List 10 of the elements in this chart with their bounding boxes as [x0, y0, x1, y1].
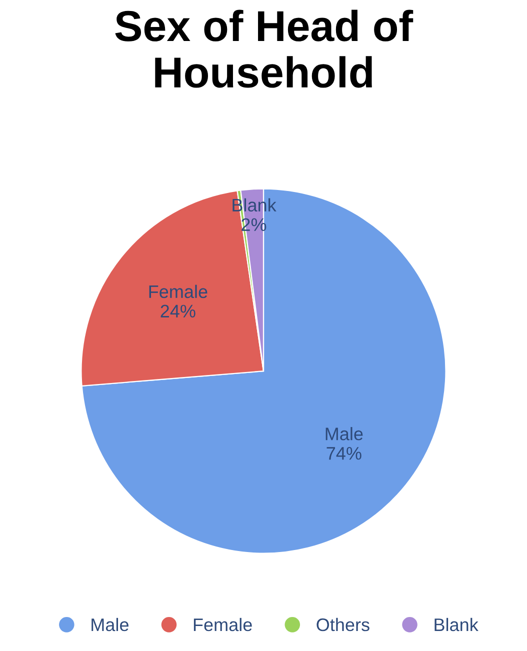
- data-label: 24%: [160, 304, 196, 318]
- legend-label: Female: [194, 618, 252, 632]
- slice-label: Female: [149, 284, 208, 298]
- legend-label: Blank: [434, 618, 478, 632]
- data-label: 74%: [326, 447, 362, 460]
- legend-label: Others: [316, 618, 370, 632]
- chart-title: Sex of Head of Household: [115, 10, 414, 88]
- pie-slice: [81, 188, 446, 554]
- legend-label: Male: [92, 618, 128, 632]
- slice-label: Male: [326, 427, 363, 440]
